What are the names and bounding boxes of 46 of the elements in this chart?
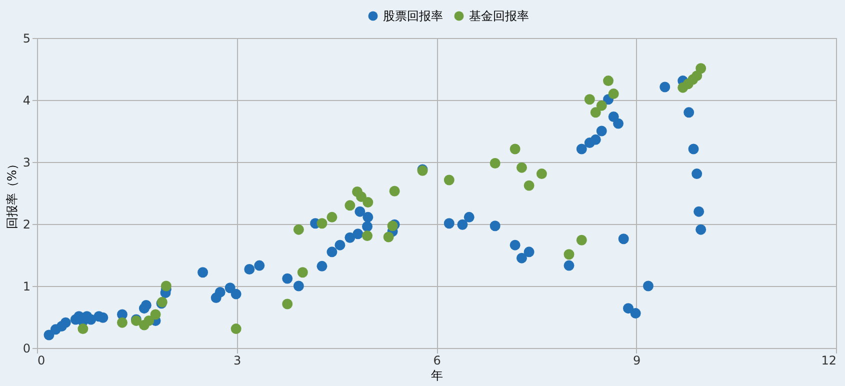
y-tick-label: 1 xyxy=(22,280,30,294)
point xyxy=(516,162,527,173)
point xyxy=(596,100,607,111)
point xyxy=(316,218,328,229)
point xyxy=(389,186,400,196)
point xyxy=(362,197,374,208)
point xyxy=(326,212,338,222)
point xyxy=(590,107,601,118)
point xyxy=(293,224,304,235)
point xyxy=(696,63,706,74)
point xyxy=(344,200,356,211)
point xyxy=(144,315,154,326)
x-tick-label: 3 xyxy=(233,354,242,368)
point xyxy=(564,249,574,260)
x-tick-label: 6 xyxy=(433,354,441,368)
y-tick-label: 2 xyxy=(22,218,30,232)
legend-label: 股票回报率 xyxy=(383,9,443,23)
point xyxy=(510,144,520,154)
point xyxy=(603,76,614,86)
point xyxy=(160,280,172,292)
point xyxy=(230,324,242,334)
y-tick-label: 3 xyxy=(22,156,30,170)
point xyxy=(444,174,454,186)
point xyxy=(150,309,161,320)
y-tick-label: 0 xyxy=(22,342,30,356)
x-tick-label: 0 xyxy=(38,354,46,368)
x-tick-label: 9 xyxy=(632,354,641,368)
point xyxy=(584,94,595,105)
point xyxy=(524,180,534,191)
x-tick-label: 12 xyxy=(821,354,836,368)
y-tick-label: 5 xyxy=(22,32,30,46)
point xyxy=(362,230,372,242)
point xyxy=(576,234,587,246)
point xyxy=(282,298,293,310)
point xyxy=(116,317,128,328)
y-axis-title: 回报率（%） xyxy=(4,158,19,230)
y-tick-label: 4 xyxy=(22,94,30,108)
point xyxy=(383,232,394,242)
legend-label: 基金回报率 xyxy=(469,9,529,23)
point xyxy=(536,168,547,180)
point xyxy=(297,267,308,278)
x-axis-title: 年 xyxy=(431,368,443,382)
point xyxy=(78,324,88,334)
point xyxy=(608,88,619,100)
point xyxy=(490,158,500,168)
point xyxy=(356,191,367,202)
